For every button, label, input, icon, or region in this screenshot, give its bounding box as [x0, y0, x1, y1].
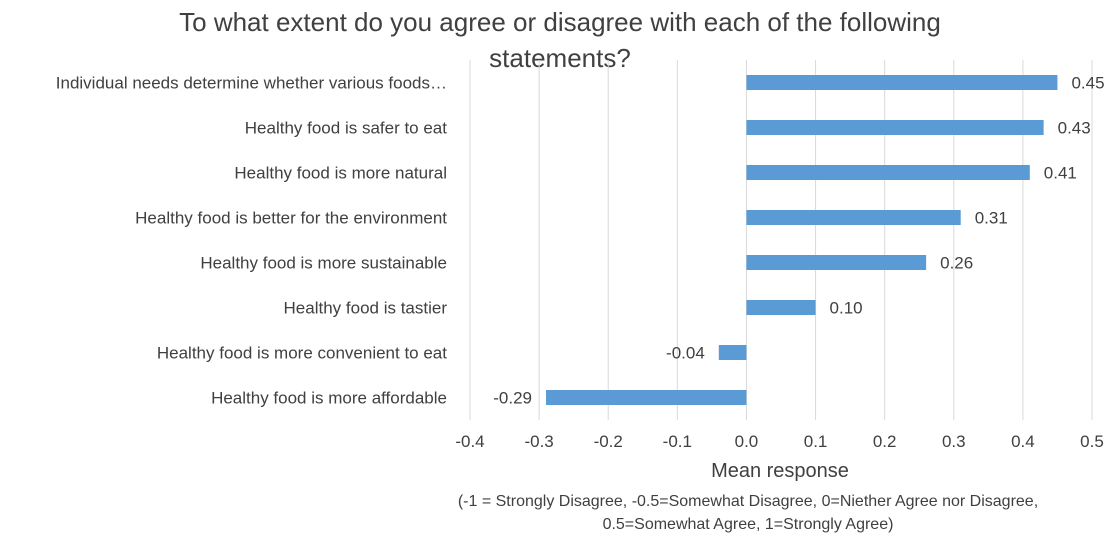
data-label: -0.04: [666, 344, 705, 363]
bar: [546, 390, 747, 405]
x-tick-label: -0.3: [524, 432, 553, 451]
category-label: Healthy food is more affordable: [211, 389, 447, 408]
bar: [746, 300, 816, 315]
data-label: 0.43: [1058, 119, 1091, 138]
x-tick-label: 0.2: [873, 432, 897, 451]
chart-title: To what extent do you agree or disagree …: [179, 7, 941, 73]
category-label: Healthy food is more convenient to eat: [157, 344, 447, 363]
category-label: Healthy food is more sustainable: [200, 254, 447, 273]
x-tick-label: -0.1: [663, 432, 692, 451]
data-label: 0.45: [1071, 74, 1104, 93]
x-tick-label: 0.5: [1080, 432, 1104, 451]
x-tick-label: 0.1: [804, 432, 828, 451]
bar: [746, 255, 927, 270]
data-label: 0.26: [940, 254, 973, 273]
bar: [746, 120, 1044, 135]
x-axis-scale-note-line1: (-1 = Strongly Disagree, -0.5=Somewhat D…: [457, 493, 1039, 510]
bar: [746, 165, 1030, 180]
category-label: Individual needs determine whether vario…: [56, 74, 447, 93]
category-label: Healthy food is better for the environme…: [135, 209, 447, 228]
data-label: -0.29: [493, 389, 532, 408]
x-axis-scale-note-line2: 0.5=Somewhat Agree, 1=Strongly Agree): [602, 516, 894, 533]
bar: [718, 345, 747, 360]
x-tick-label: -0.4: [455, 432, 484, 451]
x-tick-label: 0.0: [735, 432, 759, 451]
x-tick-label: 0.4: [1011, 432, 1035, 451]
category-label: Healthy food is more natural: [234, 164, 447, 183]
data-label: 0.41: [1044, 164, 1077, 183]
bar: [746, 210, 961, 225]
data-label: 0.31: [975, 209, 1008, 228]
category-label: Healthy food is tastier: [284, 299, 448, 318]
bar: [746, 75, 1058, 90]
x-axis-title: Mean response: [711, 460, 849, 482]
x-axis-scale-note: (-1 = Strongly Disagree, -0.5=Somewhat D…: [380, 490, 1116, 536]
category-label: Healthy food is safer to eat: [245, 119, 448, 138]
x-tick-label: -0.2: [594, 432, 623, 451]
data-label: 0.10: [830, 299, 863, 318]
x-tick-label: 0.3: [942, 432, 966, 451]
